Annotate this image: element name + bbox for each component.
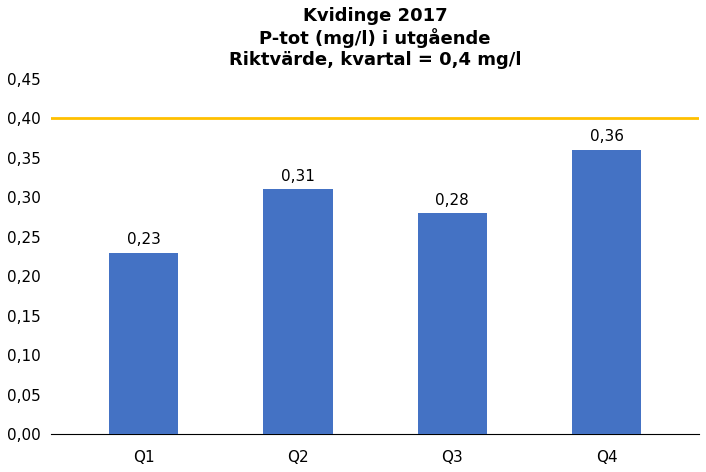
Text: 0,28: 0,28 [436, 193, 469, 208]
Text: 0,23: 0,23 [127, 232, 161, 247]
Bar [263, 189, 333, 434]
Bar [109, 253, 179, 434]
Text: 0,36: 0,36 [590, 129, 623, 144]
Text: 0,31: 0,31 [281, 169, 315, 184]
Title: Kvidinge 2017
P-tot (mg/l) i utgående
Riktvärde, kvartal = 0,4 mg/l: Kvidinge 2017 P-tot (mg/l) i utgående Ri… [229, 7, 522, 69]
Bar [417, 213, 487, 434]
Bar [572, 150, 641, 434]
